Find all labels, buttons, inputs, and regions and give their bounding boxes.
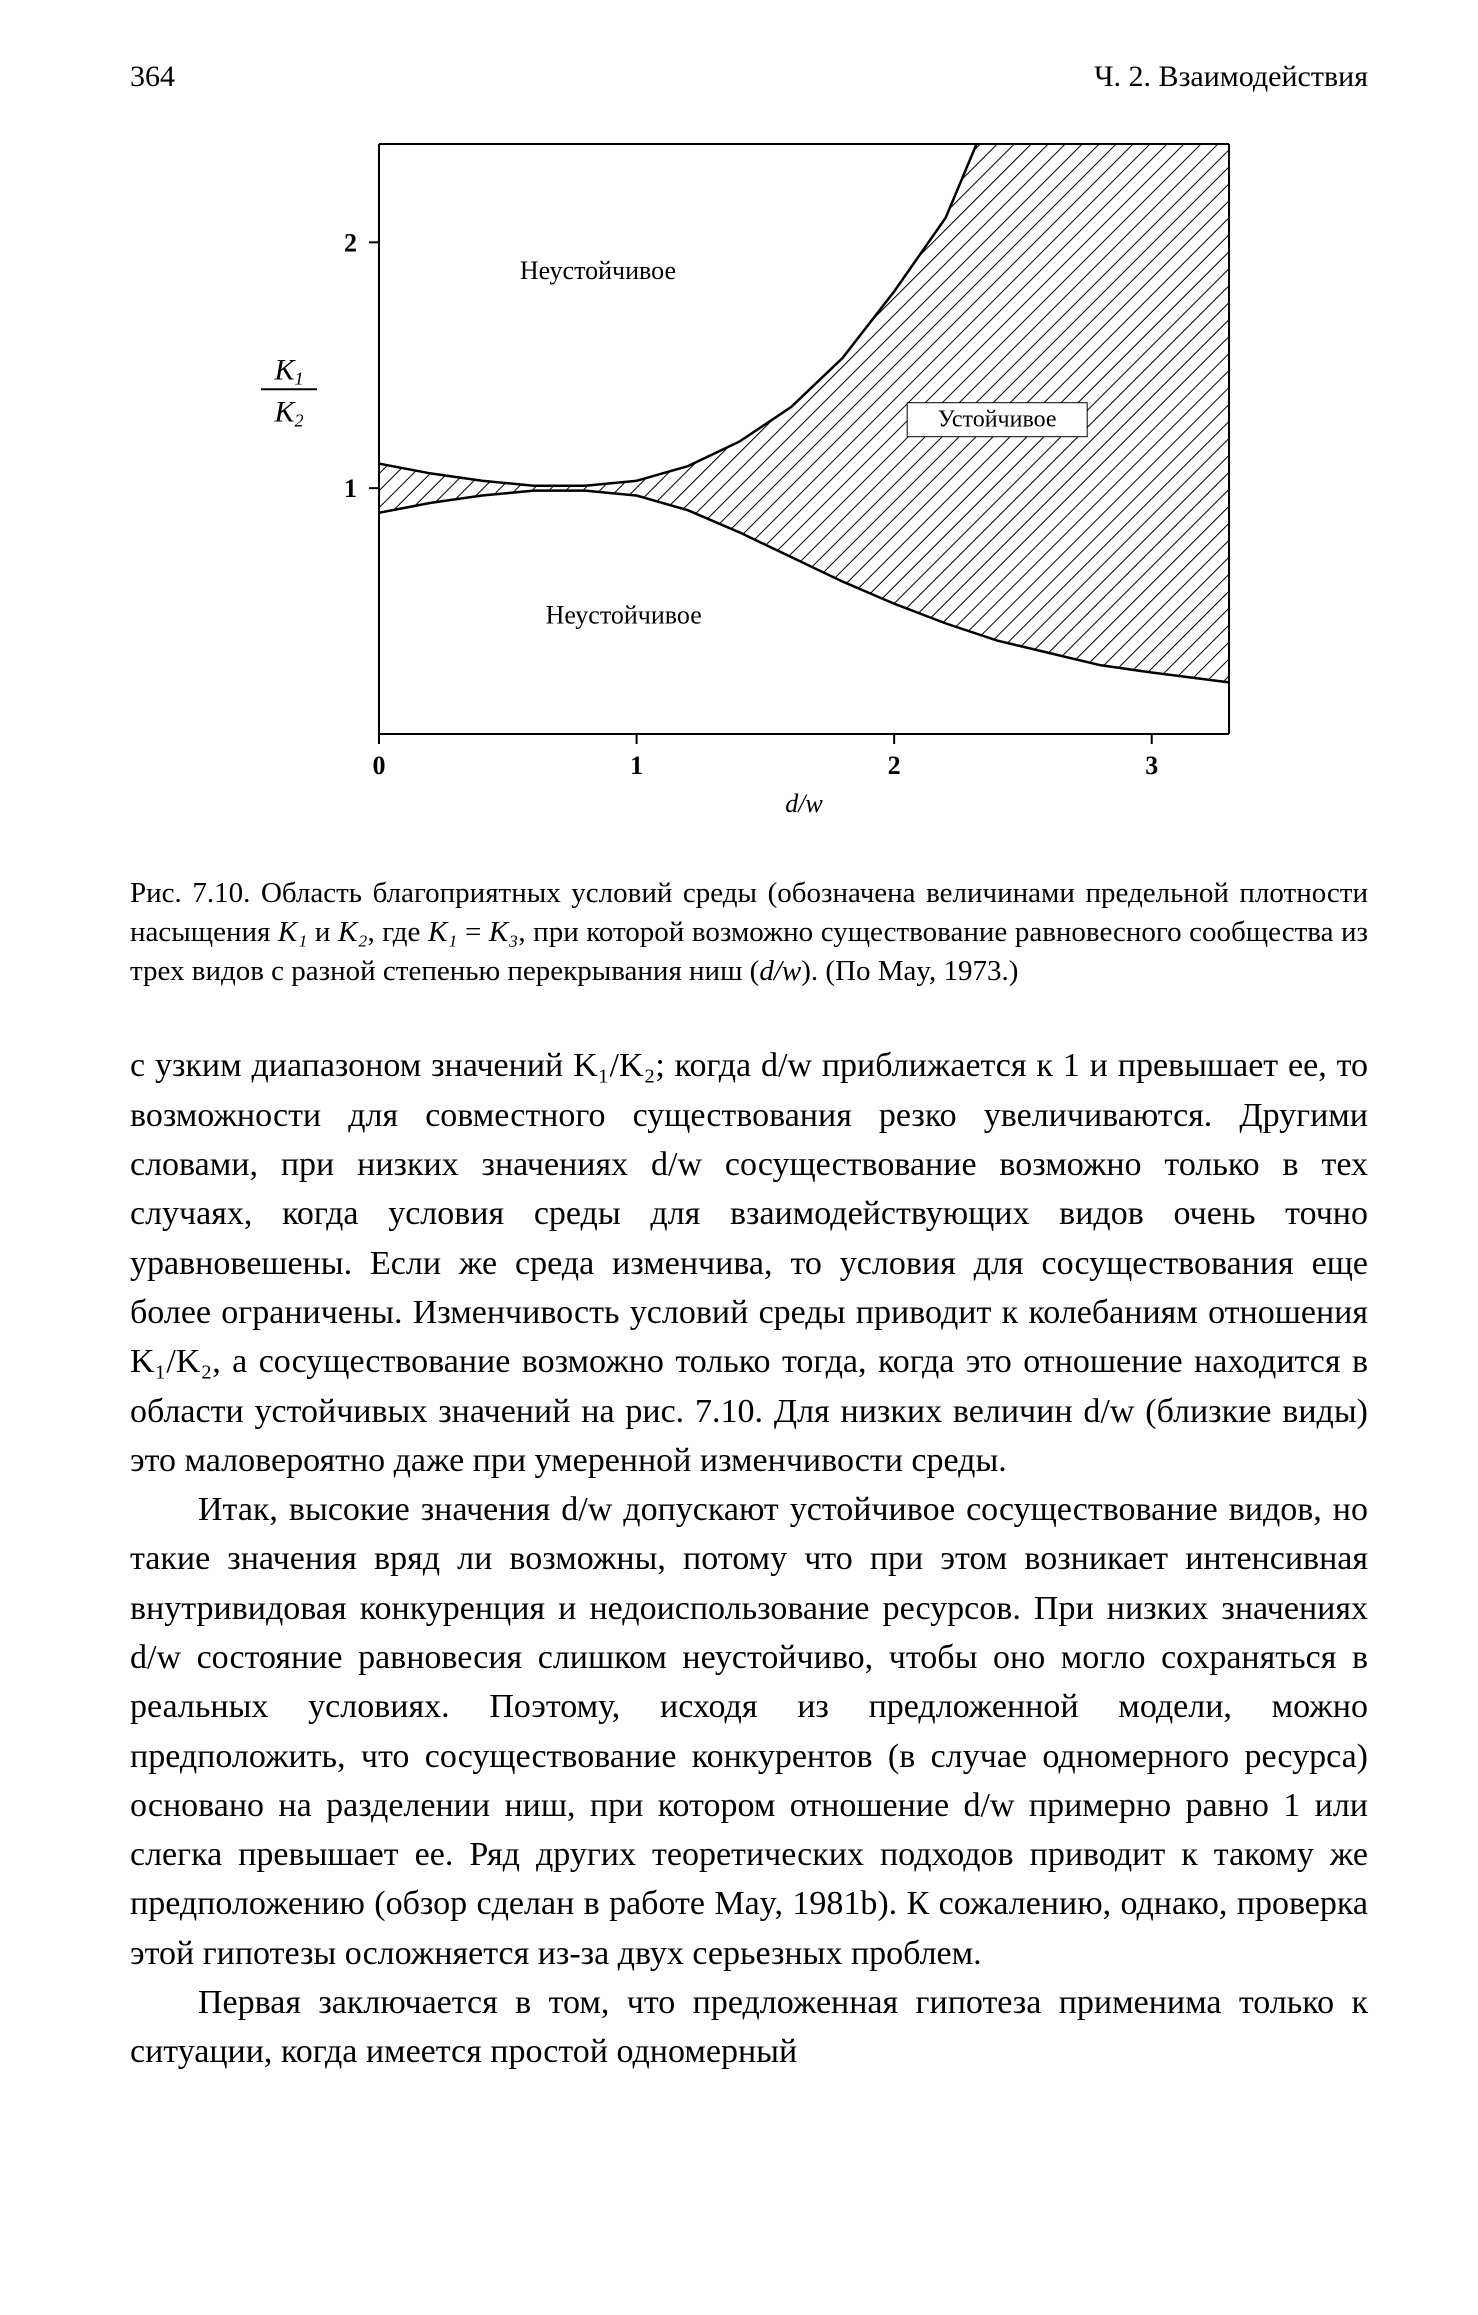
figure-caption: Рис. 7.10. Область благоприятных условий… <box>130 874 1368 991</box>
svg-text:3: 3 <box>1145 751 1158 780</box>
paragraph-2: Итак, высокие значения d/w допускают уст… <box>130 1485 1368 1978</box>
running-head: Ч. 2. Взаимодействия <box>1094 60 1368 94</box>
body-text: с узким диапазоном значений K₁/K₂; когда… <box>130 1041 1368 2076</box>
caption-close: ) <box>801 955 811 987</box>
page-header: 364 Ч. 2. Взаимодействия <box>130 60 1368 94</box>
svg-text:1: 1 <box>630 751 643 780</box>
page: 364 Ч. 2. Взаимодействия 0 1 2 3 1 2 K1 K2 d/w Не… <box>0 0 1478 2315</box>
caption-k3: K₃ <box>489 916 518 948</box>
caption-tail: . (По May, 1973.) <box>811 955 1019 987</box>
svg-text:1: 1 <box>344 474 357 503</box>
figure: 0 1 2 3 1 2 K1 K2 d/w Неустойчивое Неустойчивое Уст… <box>229 114 1269 834</box>
caption-k1: K₁ <box>278 916 307 948</box>
svg-text:0: 0 <box>373 751 386 780</box>
stability-chart: 0 1 2 3 1 2 K1 K2 d/w Неустойчивое Неустойчивое Уст… <box>229 114 1269 834</box>
caption-eq: = <box>457 916 489 948</box>
paragraph-1: с узким диапазоном значений K₁/K₂; когда… <box>130 1041 1368 1485</box>
svg-text:2: 2 <box>344 228 357 257</box>
caption-where: , где <box>367 916 427 948</box>
caption-dw: d/w <box>759 955 801 987</box>
paragraph-3: Первая заключается в том, что предложенн… <box>130 1978 1368 2077</box>
caption-open: ( <box>750 955 760 987</box>
svg-text:d/w: d/w <box>785 789 823 818</box>
svg-text:Устойчивое: Устойчивое <box>938 407 1057 433</box>
svg-text:2: 2 <box>888 751 901 780</box>
svg-text:Неустойчивое: Неустойчивое <box>520 256 676 285</box>
svg-text:K1: K1 <box>273 353 303 388</box>
caption-k2: K₂ <box>338 916 367 948</box>
page-number: 364 <box>130 60 175 94</box>
caption-k1b: K₁ <box>428 916 457 948</box>
caption-prefix: Рис. 7.10. <box>130 877 261 909</box>
svg-text:K2: K2 <box>273 395 303 430</box>
svg-text:Неустойчивое: Неустойчивое <box>546 600 702 629</box>
caption-and: и <box>307 916 338 948</box>
